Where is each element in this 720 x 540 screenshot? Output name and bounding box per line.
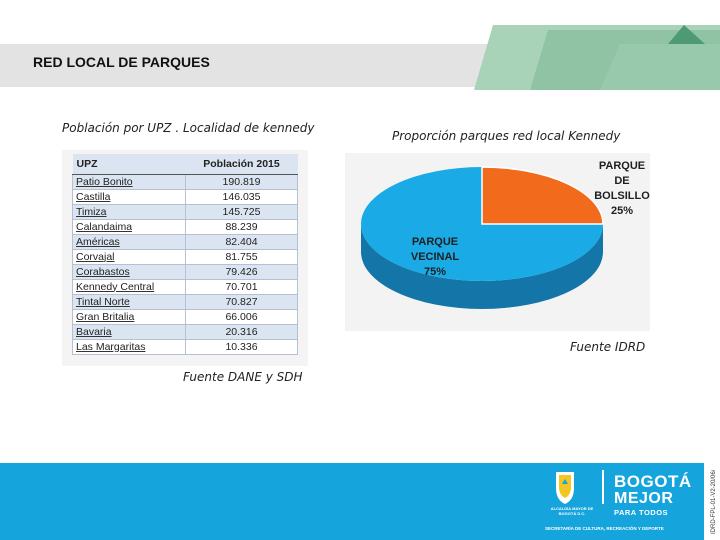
upz-name-cell: Corabastos xyxy=(72,263,186,280)
population-cell: 70.701 xyxy=(185,278,298,295)
brand-para-todos: PARA TODOS xyxy=(614,508,669,517)
chart-source: Fuente IDRD xyxy=(570,340,646,354)
pie-label-bolsillo: PARQUE xyxy=(599,160,645,172)
upz-name-cell: Timiza xyxy=(72,203,186,220)
table-row: Las Margaritas 10.336 xyxy=(72,338,298,355)
pie-label-bolsillo: DE xyxy=(614,175,629,187)
coat-of-arms-icon xyxy=(556,472,574,504)
population-cell: 10.336 xyxy=(185,338,298,355)
mayor-office-text: ALCALDÍA MAYOR DE BOGOTÁ D.C. xyxy=(550,506,594,516)
table-caption: Población por UPZ . Localidad de kennedy xyxy=(62,121,315,135)
upz-name-cell: Patio Bonito xyxy=(72,173,186,190)
pie-label-vecinal: VECINAL xyxy=(411,251,460,263)
population-cell: 70.827 xyxy=(185,293,298,310)
table-body: Patio Bonito 190.819 Castilla 146.035 Timiza… xyxy=(72,173,298,355)
upz-name-cell: Castilla xyxy=(72,188,186,205)
upz-name-cell: Gran Britalia xyxy=(72,308,186,325)
population-cell: 81.755 xyxy=(185,248,298,265)
upz-name-cell: Bavaria xyxy=(72,323,186,340)
brand-mejor: MEJOR xyxy=(614,490,674,507)
population-cell: 88.239 xyxy=(185,218,298,235)
pie-side-wall xyxy=(361,224,603,309)
document-code: IDRD-FPL-01-V2-20/06/2016 xyxy=(711,470,717,534)
table-row: Timiza 145.725 xyxy=(72,203,298,220)
table-row: Corvajal 81.755 xyxy=(72,248,298,265)
brand-bogota: BOGOTÁ xyxy=(614,472,692,491)
column-header-upz: UPZ xyxy=(72,154,186,175)
table-row: Tintal Norte 70.827 xyxy=(72,293,298,310)
population-table-panel: UPZ Población 2015 Patio Bonito 190.819 Ca… xyxy=(62,150,308,366)
table-row: Bavaria 20.316 xyxy=(72,323,298,340)
pie-label-bolsillo: BOLSILLO xyxy=(594,190,650,202)
population-cell: 20.316 xyxy=(185,323,298,340)
secretaria-text: SECRETARÍA DE CULTURA, RECREACIÓN Y DEPO… xyxy=(545,526,664,531)
chart-caption: Proporción parques red local Kennedy xyxy=(392,129,621,143)
upz-name-cell: Américas xyxy=(72,233,186,250)
population-cell: 190.819 xyxy=(185,173,298,190)
pie-slice-bolsillo xyxy=(481,166,604,225)
pie-chart: PARQUE VECINAL 75% PARQUE DE BOLSILLO 25% xyxy=(361,160,650,309)
table-row: Gran Britalia 66.006 xyxy=(72,308,298,325)
table-row: Castilla 146.035 xyxy=(72,188,298,205)
footer-band xyxy=(0,463,704,540)
upz-name-cell: Corvajal xyxy=(72,248,186,265)
table-row: Américas 82.404 xyxy=(72,233,298,250)
column-header-population: Población 2015 xyxy=(185,154,298,175)
table-row: Corabastos 79.426 xyxy=(72,263,298,280)
table-row: Patio Bonito 190.819 xyxy=(72,173,298,190)
population-cell: 82.404 xyxy=(185,233,298,250)
pie-label-bolsillo: 25% xyxy=(611,205,633,217)
upz-name-cell: Calandaima xyxy=(72,218,186,235)
document-code-text: IDRD-FPL-01-V2-20/06/2016 xyxy=(711,470,717,534)
header-decoration xyxy=(0,25,720,90)
table-row: Calandaima 88.239 xyxy=(72,218,298,235)
upz-name-cell: Kennedy Central xyxy=(72,278,186,295)
population-cell: 66.006 xyxy=(185,308,298,325)
page-title: RED LOCAL DE PARQUES xyxy=(33,54,210,70)
population-cell: 79.426 xyxy=(185,263,298,280)
pie-label-vecinal: PARQUE xyxy=(412,236,458,248)
logo-divider xyxy=(602,470,604,504)
table-header-row: UPZ Población 2015 xyxy=(72,154,298,175)
population-cell: 145.725 xyxy=(185,203,298,220)
population-table: UPZ Población 2015 Patio Bonito 190.819 Ca… xyxy=(72,154,298,355)
upz-name-cell: Las Margaritas xyxy=(72,338,186,355)
population-cell: 146.035 xyxy=(185,188,298,205)
table-source: Fuente DANE y SDH xyxy=(183,370,303,384)
upz-name-cell: Tintal Norte xyxy=(72,293,186,310)
pie-label-vecinal: 75% xyxy=(424,266,446,278)
pie-chart-panel: PARQUE VECINAL 75% PARQUE DE BOLSILLO 25% xyxy=(345,153,650,331)
table-row: Kennedy Central 70.701 xyxy=(72,278,298,295)
